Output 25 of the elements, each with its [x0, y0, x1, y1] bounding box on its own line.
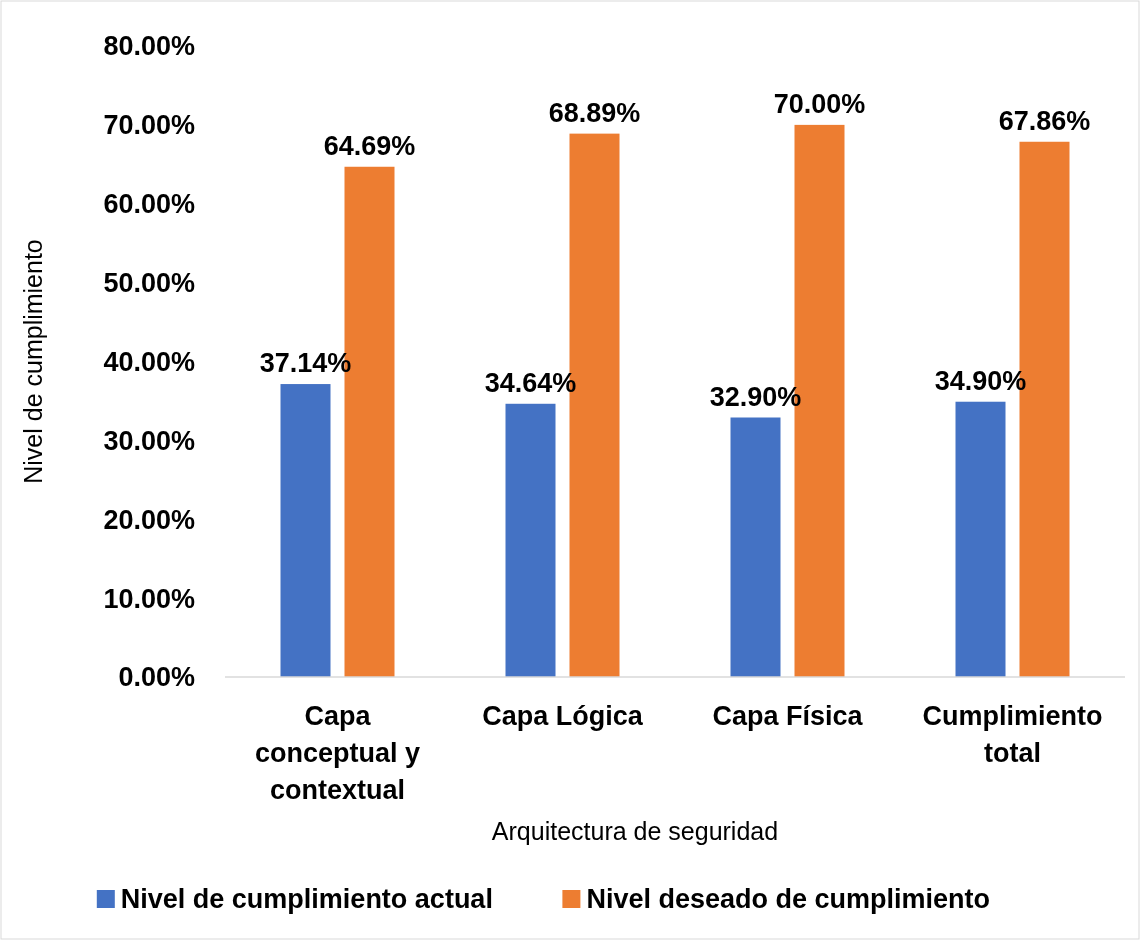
data-label: 68.89%: [548, 97, 641, 128]
y-tick-label: 30.00%: [103, 425, 195, 456]
x-tick-label: Capa Lógica: [482, 701, 644, 731]
y-tick-label: 70.00%: [103, 110, 195, 141]
x-tick-label: Capa Física: [712, 701, 864, 731]
y-tick-label: 0.00%: [118, 662, 195, 693]
y-tick-label: 20.00%: [103, 504, 195, 535]
data-label: 67.86%: [998, 105, 1091, 136]
y-tick-label: 40.00%: [103, 346, 195, 377]
y-tick-label: 10.00%: [103, 583, 195, 614]
x-tick-label: Capa conceptual y contextual: [254, 701, 421, 805]
bar: [730, 417, 781, 677]
y-axis-title: Nivel de cumplimiento: [19, 239, 47, 484]
data-label: 64.69%: [323, 130, 416, 161]
y-tick-label: 60.00%: [103, 189, 195, 220]
x-tick-label: Cumplimiento total: [922, 701, 1103, 768]
bar: [955, 401, 1006, 677]
bar: [280, 384, 331, 677]
x-axis-title: Arquitectura de seguridad: [491, 817, 779, 845]
bar: [505, 403, 556, 677]
y-tick-label: 50.00%: [103, 268, 195, 299]
legend-label: Nivel de cumplimiento actual: [120, 884, 493, 914]
data-label: 70.00%: [773, 88, 866, 119]
legend-label: Nivel deseado de cumplimiento: [586, 884, 991, 914]
y-tick-label: 80.00%: [103, 31, 195, 62]
